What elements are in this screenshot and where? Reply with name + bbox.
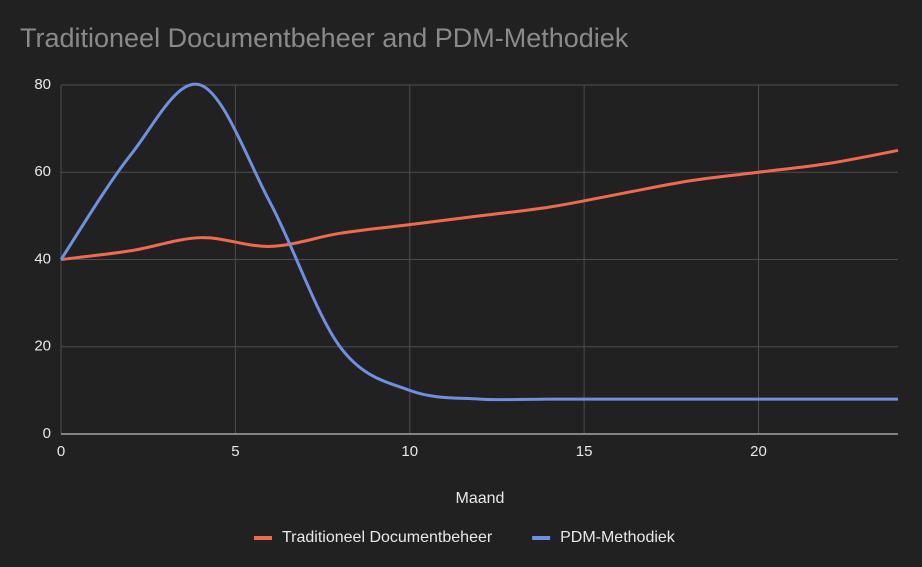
x-tick-label: 15 xyxy=(576,443,593,460)
series-line xyxy=(59,82,898,402)
x-tick-label: 0 xyxy=(57,443,65,460)
y-tick-label: 40 xyxy=(34,250,51,267)
x-tick-label: 10 xyxy=(401,443,418,460)
legend-label: PDM-Methodiek xyxy=(560,529,676,546)
y-tick-label: 0 xyxy=(43,425,51,442)
x-axis-label: Maand xyxy=(456,490,505,507)
legend-label: Traditioneel Documentbeheer xyxy=(282,529,493,546)
x-tick-label: 20 xyxy=(750,443,767,460)
x-tick-label: 5 xyxy=(231,443,239,460)
y-tick-label: 80 xyxy=(34,76,51,93)
y-tick-label: 60 xyxy=(34,163,51,180)
y-tick-label: 20 xyxy=(34,338,51,355)
chart-title: Traditioneel Documentbeheer and PDM-Meth… xyxy=(20,23,629,53)
series-line xyxy=(60,148,899,261)
